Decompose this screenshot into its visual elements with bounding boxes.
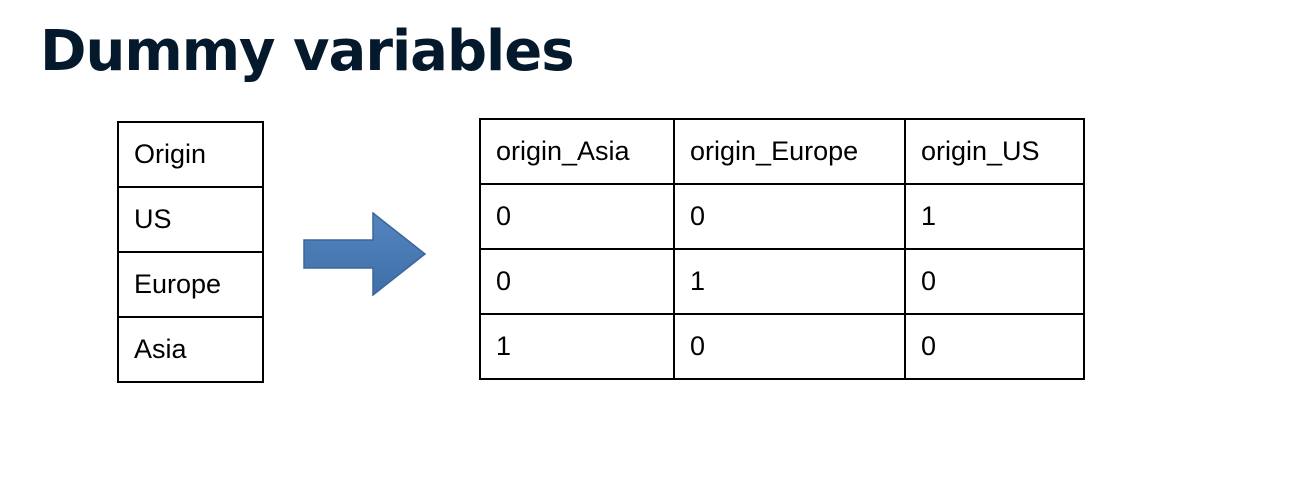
table-cell: 0 — [673, 313, 906, 380]
arrow-right-icon — [303, 212, 427, 296]
table-cell: 0 — [903, 248, 1086, 315]
slide-title: Dummy variables — [40, 19, 575, 84]
origin-cell: Asia — [117, 316, 264, 383]
table-cell: 1 — [903, 183, 1086, 250]
table-row: Asia — [117, 316, 264, 383]
column-header-origin-asia: origin_Asia — [478, 118, 676, 185]
table-row: 0 1 0 — [478, 248, 1086, 315]
column-header-origin-europe: origin_Europe — [673, 118, 906, 185]
table-cell: 0 — [673, 183, 906, 250]
table-cell: 0 — [903, 313, 1086, 380]
table-cell: 1 — [478, 313, 676, 380]
table-row: US — [117, 186, 264, 253]
table-cell: 1 — [673, 248, 906, 315]
origin-header-cell: Origin — [117, 121, 264, 188]
table-row: Europe — [117, 251, 264, 318]
origin-table: Origin US Europe Asia — [117, 121, 264, 383]
table-cell: 0 — [478, 183, 676, 250]
origin-cell: US — [117, 186, 264, 253]
table-cell: 0 — [478, 248, 676, 315]
dummy-table: origin_Asia origin_Europe origin_US 0 0 … — [478, 118, 1086, 380]
table-row: 1 0 0 — [478, 313, 1086, 380]
column-header-origin-us: origin_US — [903, 118, 1086, 185]
table-header-row: origin_Asia origin_Europe origin_US — [478, 118, 1086, 185]
origin-cell: Europe — [117, 251, 264, 318]
table-row: 0 0 1 — [478, 183, 1086, 250]
table-row: Origin — [117, 121, 264, 188]
